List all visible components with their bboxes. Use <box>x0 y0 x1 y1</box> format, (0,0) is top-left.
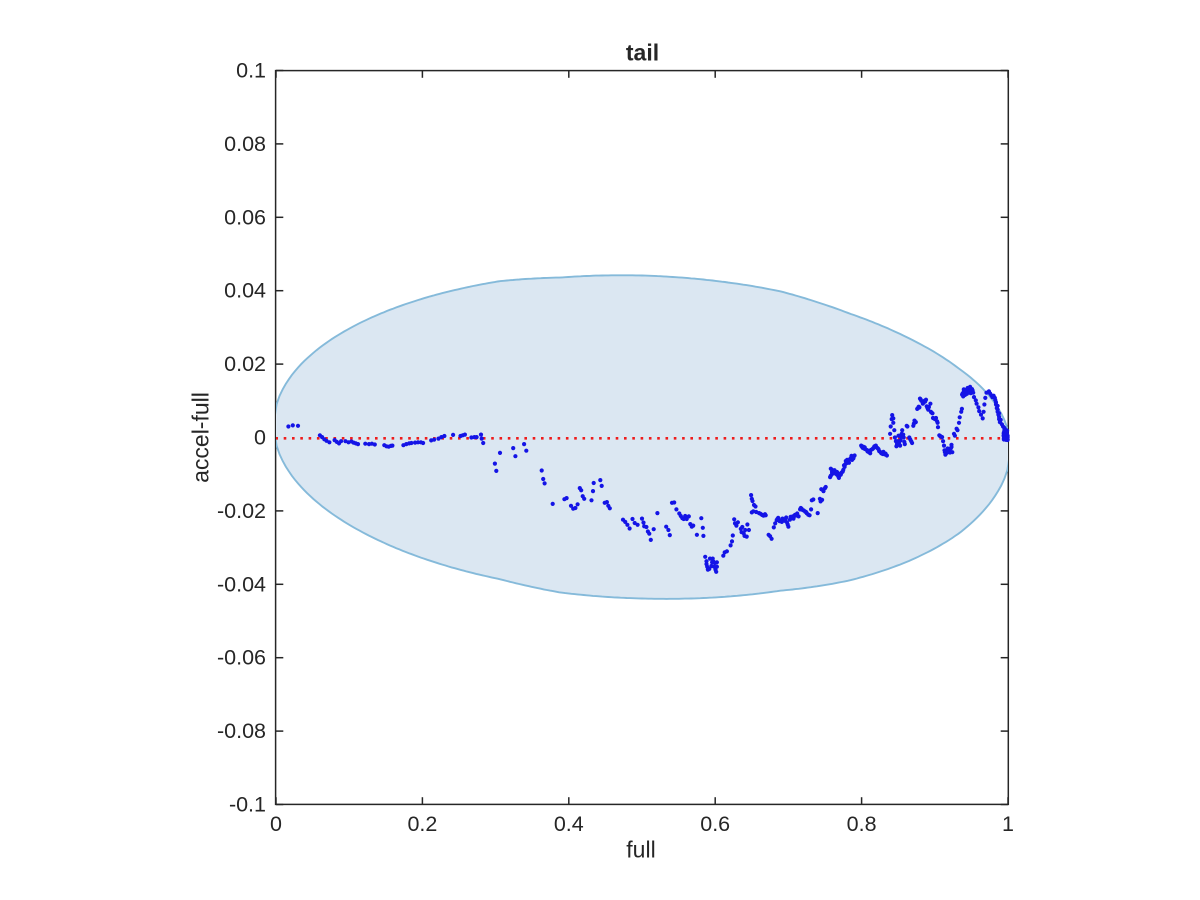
svg-text:tail: tail <box>626 40 659 66</box>
svg-text:-0.02: -0.02 <box>217 499 266 523</box>
svg-text:0.4: 0.4 <box>554 812 584 836</box>
svg-text:0.8: 0.8 <box>847 812 877 836</box>
svg-text:0.02: 0.02 <box>224 352 266 376</box>
svg-text:-0.1: -0.1 <box>229 792 266 816</box>
svg-text:0.08: 0.08 <box>224 132 266 156</box>
svg-text:-0.08: -0.08 <box>217 719 266 743</box>
svg-text:0: 0 <box>270 812 282 836</box>
svg-text:0.6: 0.6 <box>700 812 730 836</box>
svg-text:0.2: 0.2 <box>407 812 437 836</box>
svg-text:0: 0 <box>254 425 266 449</box>
svg-text:0.04: 0.04 <box>224 279 266 303</box>
svg-text:1: 1 <box>1002 812 1014 836</box>
svg-text:-0.06: -0.06 <box>217 646 266 670</box>
svg-text:full: full <box>626 837 655 863</box>
svg-text:-0.04: -0.04 <box>217 572 266 596</box>
svg-text:0.1: 0.1 <box>236 58 266 82</box>
svg-text:accel-full: accel-full <box>188 392 214 483</box>
svg-text:0.06: 0.06 <box>224 205 266 229</box>
